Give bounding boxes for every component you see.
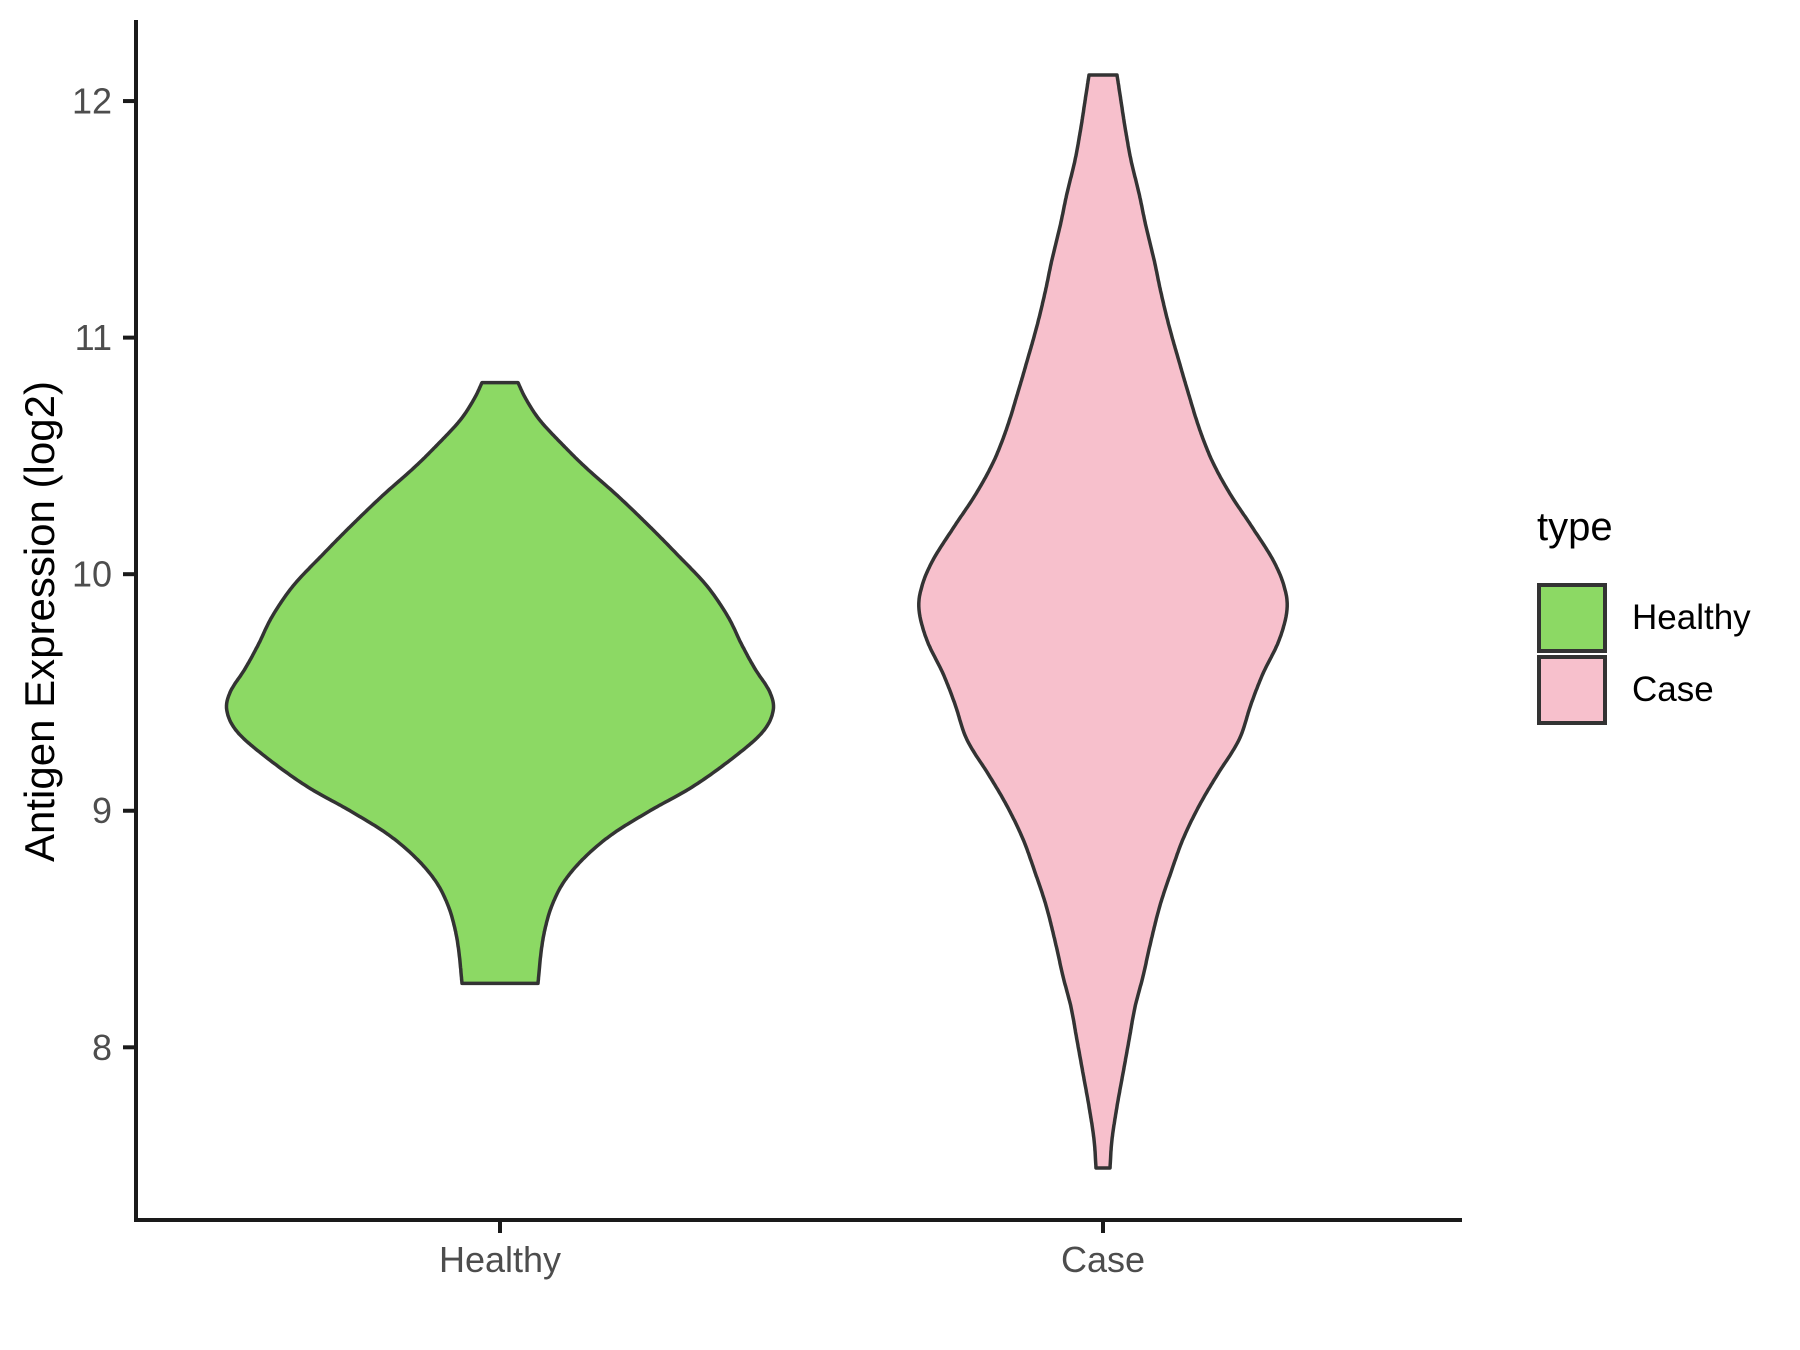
legend: type Healthy Case bbox=[1537, 505, 1751, 727]
y-tick-label: 8 bbox=[92, 1027, 112, 1068]
legend-key-healthy: Healthy bbox=[1537, 583, 1751, 653]
violin-healthy bbox=[224, 380, 776, 986]
legend-label-case: Case bbox=[1632, 670, 1714, 709]
violin-case bbox=[917, 73, 1289, 1170]
y-axis-title: Antigen Expression (log2) bbox=[16, 381, 63, 862]
x-tick-label: Healthy bbox=[439, 1239, 561, 1280]
x-tick-label: Case bbox=[1061, 1239, 1145, 1280]
y-tick-label: 10 bbox=[72, 554, 112, 595]
legend-title: type bbox=[1537, 505, 1613, 549]
y-tick-label: 9 bbox=[92, 790, 112, 831]
legend-swatch-case bbox=[1537, 655, 1607, 725]
legend-label-healthy: Healthy bbox=[1632, 598, 1751, 637]
legend-swatch-healthy bbox=[1537, 583, 1607, 653]
y-tick-label: 11 bbox=[75, 317, 112, 358]
legend-key-case: Case bbox=[1537, 655, 1751, 725]
y-tick-label: 12 bbox=[72, 81, 112, 122]
